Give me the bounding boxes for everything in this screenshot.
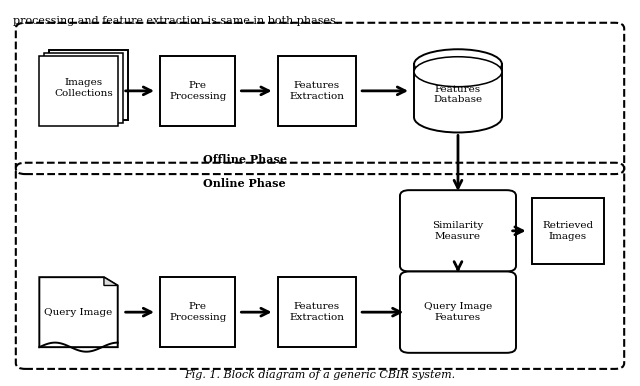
Polygon shape <box>39 277 118 347</box>
Text: processing and feature extraction is same in both phases.: processing and feature extraction is sam… <box>13 16 339 26</box>
Text: Retrieved
Images: Retrieved Images <box>542 221 593 240</box>
FancyBboxPatch shape <box>49 50 128 120</box>
FancyBboxPatch shape <box>400 271 516 353</box>
Text: Images
Collections: Images Collections <box>54 78 113 98</box>
FancyBboxPatch shape <box>278 56 356 126</box>
Polygon shape <box>104 277 118 286</box>
FancyBboxPatch shape <box>39 56 118 126</box>
FancyBboxPatch shape <box>160 277 236 347</box>
Bar <box>414 64 502 117</box>
Text: Query Image
Features: Query Image Features <box>424 303 492 322</box>
Text: Offline Phase: Offline Phase <box>203 154 287 164</box>
FancyBboxPatch shape <box>400 190 516 271</box>
FancyBboxPatch shape <box>44 53 123 123</box>
Ellipse shape <box>414 49 502 79</box>
Text: Features
Extraction: Features Extraction <box>289 81 344 101</box>
Text: Features
Extraction: Features Extraction <box>289 303 344 322</box>
FancyBboxPatch shape <box>160 56 236 126</box>
Text: Similarity
Measure: Similarity Measure <box>433 221 484 240</box>
Text: Pre
Processing: Pre Processing <box>169 303 227 322</box>
Text: Pre
Processing: Pre Processing <box>169 81 227 101</box>
Text: Online Phase: Online Phase <box>204 178 286 189</box>
Ellipse shape <box>414 57 502 87</box>
Text: Fig. 1. Block diagram of a generic CBIR system.: Fig. 1. Block diagram of a generic CBIR … <box>184 370 456 380</box>
FancyBboxPatch shape <box>532 198 604 264</box>
FancyBboxPatch shape <box>278 277 356 347</box>
Text: Query Image: Query Image <box>44 308 113 317</box>
Text: Features
Database: Features Database <box>433 85 483 104</box>
